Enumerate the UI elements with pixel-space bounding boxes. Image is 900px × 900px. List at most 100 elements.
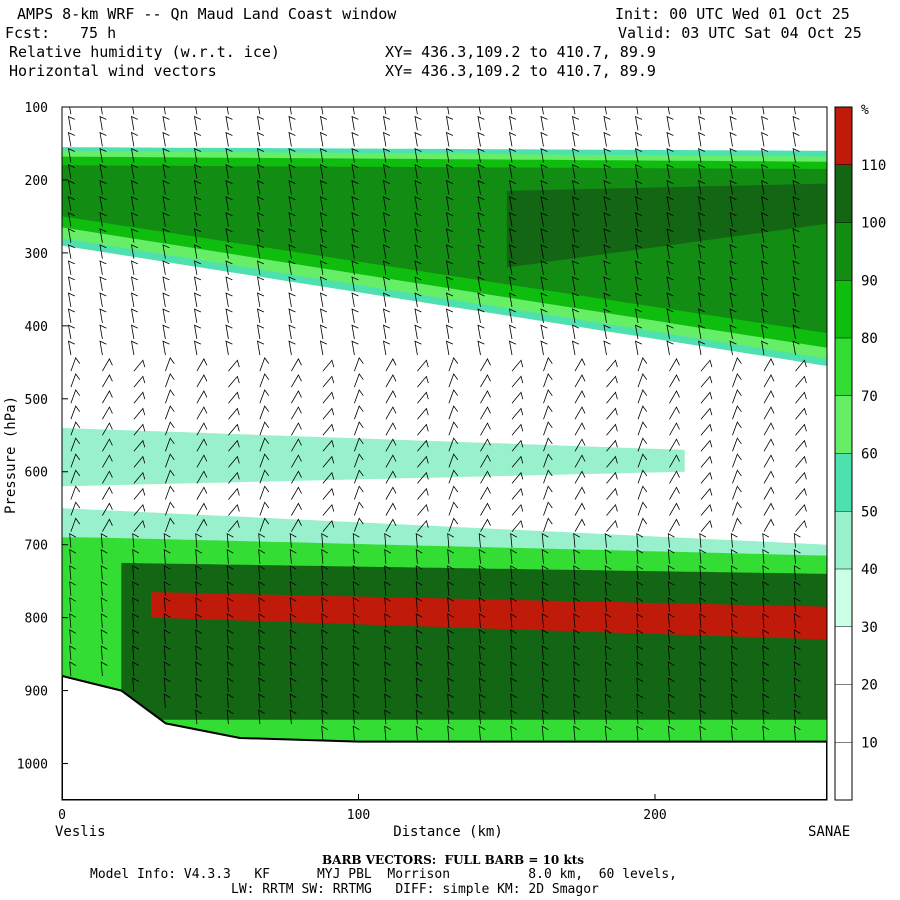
wind-barb [288,244,296,259]
wind-barb [637,469,648,484]
wind-barb [67,131,75,147]
wind-barb [792,292,800,307]
wind-barb [445,148,454,163]
wind-barb [415,725,423,741]
wind-barb [384,709,391,725]
wind-barb [319,196,328,211]
wind-barb [228,439,240,452]
wind-barb [634,131,643,147]
wind-barb [319,212,328,227]
wind-barb [732,501,742,516]
wind-barb [511,487,524,500]
wind-barb [321,597,328,612]
wind-barb [195,613,202,628]
wind-barb [730,597,738,612]
wind-barb [162,292,170,307]
wind-barb [384,725,391,741]
wind-barb [540,196,548,211]
wind-barb [604,661,612,677]
wind-barb [448,357,459,372]
colorbar-unit: % [861,103,869,118]
valid-time: Valid: 03 UTC Sat 04 Oct 25 [618,24,862,42]
colorbar-segment [835,338,852,396]
wind-barb [634,212,643,227]
wind-barb [69,107,72,115]
wind-barb [699,693,707,709]
wind-barb [288,340,296,356]
wind-barb [510,597,517,612]
wind-barb [667,725,675,741]
wind-barb [637,437,648,452]
wind-barb [698,148,706,163]
wind-barb [256,164,265,179]
wind-barb [193,228,202,243]
wind-barb [69,645,76,660]
wind-barb [541,581,549,596]
wind-barb [196,358,208,372]
wind-barb [573,629,580,644]
wind-barb [573,709,580,725]
wind-barb [414,228,422,243]
wind-barb [761,212,769,227]
wind-barb [573,613,580,628]
wind-barb [603,196,611,211]
wind-barb [259,437,270,452]
wind-barb [634,228,643,243]
wind-barb [163,532,171,548]
wind-barb [541,709,549,725]
wind-barb [130,115,138,131]
wind-barb [165,389,175,404]
fcst-value: 75 h [80,24,117,42]
wind-barb [351,148,359,163]
wind-barb [196,470,208,484]
wind-barb [447,107,450,115]
wind-barb [102,518,113,532]
wind-barb [99,196,107,211]
wind-barb [603,212,611,227]
wind-barb [478,548,486,564]
wind-barb [162,180,170,195]
wind-barb [730,548,738,564]
wind-barb [130,260,138,275]
wind-barb [447,645,454,660]
wind-barb [540,244,548,259]
wind-barb [382,276,391,291]
wind-barb [729,228,737,243]
wind-barb [193,131,202,147]
wind-barb [384,565,391,580]
wind-barb [511,439,524,452]
wind-barb [573,581,580,596]
wind-barb [226,548,234,564]
wind-barb [574,358,586,372]
wind-barb [258,629,265,644]
wind-barb [132,613,139,628]
wind-barb [637,485,648,500]
wind-barb [541,532,549,548]
wind-barb [130,180,138,195]
wind-barb [291,438,302,452]
wind-barb [729,212,737,227]
wind-barb [603,164,611,179]
wind-barb [699,725,707,741]
wind-barb [447,548,454,564]
field-rh-label: Relative humidity (w.r.t. ice) [9,43,280,61]
wind-barb [636,613,644,628]
wind-barb [763,502,775,516]
wind-barb [289,709,297,725]
wind-barb [603,228,611,243]
wind-barb [102,438,113,452]
rh-layer-mid-moist-band [62,428,685,487]
wind-barb [133,359,146,372]
wind-barb [634,148,643,163]
wind-barb [606,455,618,468]
wind-barb [698,180,706,195]
wind-barb [477,131,485,147]
wind-barb [288,276,296,291]
wind-barb [698,292,706,307]
wind-barb [445,260,454,275]
wind-barb [414,324,422,340]
wind-barb [67,276,75,291]
wind-barb [793,565,801,580]
wind-barb [637,405,648,420]
wind-barb [417,375,429,388]
